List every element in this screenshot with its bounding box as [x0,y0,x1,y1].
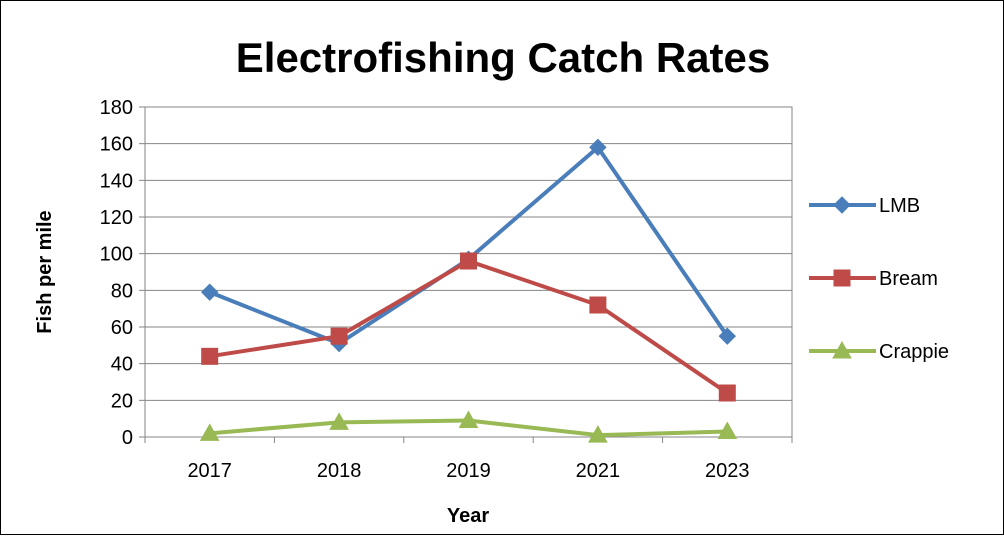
legend: LMB Bream Crappie [809,195,949,363]
y-tick-label: 180 [100,97,133,119]
data-point [458,410,479,428]
series-crappie [199,410,738,443]
data-point [718,327,737,345]
y-tick-label: 120 [100,207,133,229]
x-tick-label: 2019 [446,460,491,482]
legend-label: LMB [879,195,920,217]
legend-item-crappie: Crappie [809,340,949,363]
data-point [589,138,607,157]
x-tick-label: 2018 [317,460,362,482]
legend-label: Crappie [879,341,949,363]
legend-label: Bream [879,268,938,290]
data-point [718,384,736,402]
x-tick-label: 2021 [576,460,621,482]
y-tick-label: 100 [100,244,133,266]
x-axis-title: Year [447,505,489,527]
y-tick-label: 60 [111,317,133,339]
y-tick-label: 140 [100,170,133,192]
x-tick-labels: 2017 2018 2019 2021 2023 [187,460,749,482]
series-group [199,138,738,443]
axes [139,106,793,443]
data-point [460,252,477,270]
legend-marker [832,340,852,359]
x-tick-label: 2023 [705,460,750,482]
data-point [201,347,219,365]
data-point [717,421,738,439]
data-point [588,425,608,443]
y-tick-label: 40 [111,354,133,376]
x-tick-label: 2017 [187,460,232,482]
y-tick-label: 80 [111,280,133,302]
data-point [329,412,349,430]
y-tick-labels: 0 20 40 60 80 100 120 140 160 180 [100,97,133,449]
legend-item-lmb: LMB [809,195,920,217]
y-tick-label: 160 [100,134,133,156]
legend-marker [833,269,851,287]
data-point [199,423,220,441]
chart-title: Electrofishing Catch Rates [236,34,770,81]
plot-area [144,106,793,438]
data-point [200,283,219,301]
y-tick-label: 0 [122,427,133,449]
y-tick-label: 20 [111,390,133,412]
series-bream [201,252,736,402]
legend-marker [833,196,851,214]
data-point [330,327,348,345]
y-axis-title: Fish per mile [34,210,56,333]
legend-item-bream: Bream [809,268,938,290]
data-point [589,296,607,314]
